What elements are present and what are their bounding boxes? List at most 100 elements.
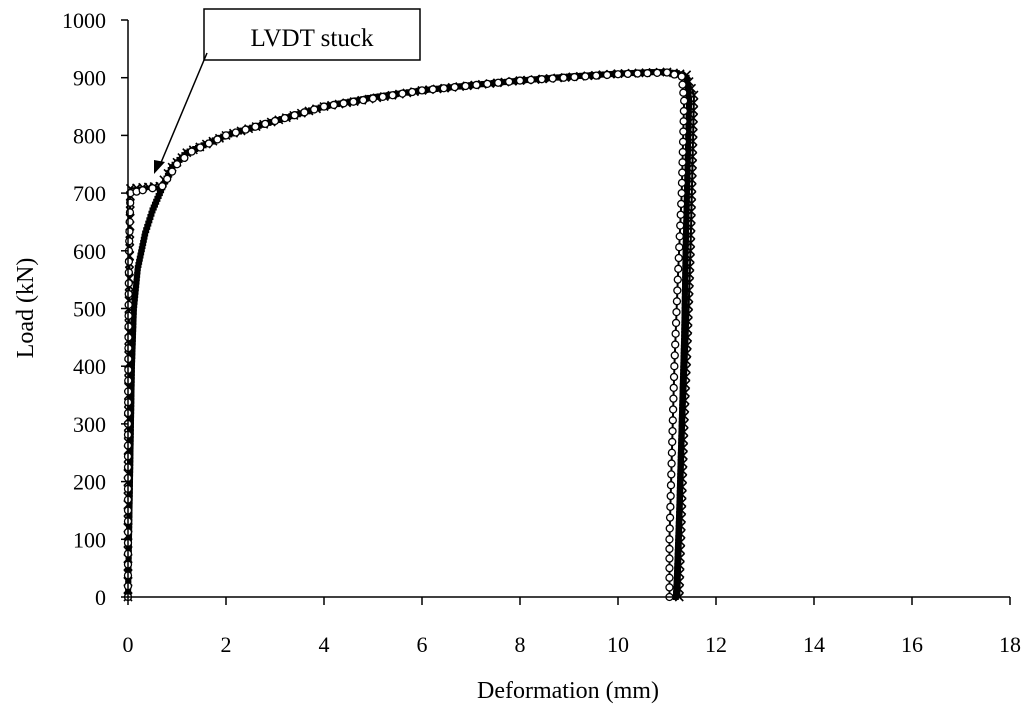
data-point	[678, 158, 687, 167]
data-point	[683, 220, 690, 227]
data-point	[665, 513, 675, 522]
data-point	[683, 209, 690, 216]
data-point	[676, 521, 686, 531]
data-point	[665, 573, 674, 582]
x-axis-title: Deformation (mm)	[477, 678, 659, 704]
data-point	[681, 334, 688, 341]
data-point	[673, 275, 682, 284]
data-point	[674, 264, 683, 273]
data-point	[680, 387, 690, 397]
data-point	[667, 470, 676, 479]
data-point	[676, 514, 683, 521]
data-point	[526, 75, 536, 85]
data-point	[679, 396, 686, 403]
data-point	[147, 214, 154, 221]
series-line	[127, 71, 686, 597]
data-point	[472, 80, 481, 90]
data-point	[668, 405, 678, 414]
data-point	[681, 292, 688, 299]
data-point	[674, 253, 683, 263]
annotation-layer: LVDT stuck	[154, 8, 421, 174]
data-point	[685, 134, 692, 141]
data-point	[130, 322, 137, 329]
data-point	[682, 251, 689, 258]
x-tick-label: 16	[901, 632, 923, 657]
data-point	[684, 157, 691, 164]
data-point	[683, 324, 693, 335]
data-point	[450, 82, 459, 92]
data-point	[581, 72, 590, 81]
y-tick-label: 600	[73, 239, 106, 264]
data-point	[681, 327, 688, 334]
data-point	[676, 513, 687, 523]
data-point	[679, 411, 690, 421]
annotation-text: LVDT stuck	[251, 25, 374, 52]
data-point	[138, 246, 145, 253]
data-point	[682, 275, 689, 282]
data-point	[681, 320, 688, 327]
data-point	[142, 230, 149, 237]
data-point	[131, 298, 138, 305]
data-point	[679, 117, 688, 126]
data-point	[687, 191, 697, 201]
data-point	[138, 186, 147, 195]
data-point	[686, 230, 696, 240]
data-point	[680, 395, 690, 405]
data-point	[689, 105, 699, 115]
x-tick-label: 12	[705, 632, 727, 657]
data-point	[684, 175, 691, 182]
x-tick-label: 6	[417, 632, 428, 657]
data-point	[685, 111, 692, 118]
data-point	[124, 268, 134, 277]
data-point	[667, 448, 677, 457]
data-point	[368, 94, 378, 103]
data-point	[685, 121, 692, 128]
axes-layer	[127, 20, 1010, 598]
data-point	[682, 240, 689, 247]
data-point	[417, 86, 427, 95]
data-point	[682, 254, 689, 261]
data-point	[678, 466, 688, 476]
series-cross	[123, 67, 699, 602]
annotation-arrow-head	[154, 160, 165, 174]
data-point	[570, 72, 579, 82]
data-point	[676, 545, 686, 555]
data-point	[684, 182, 691, 189]
data-point	[133, 281, 140, 288]
data-point	[680, 351, 687, 358]
data-point	[251, 122, 260, 131]
data-point	[675, 560, 685, 571]
data-point	[623, 69, 632, 79]
data-point	[677, 178, 687, 187]
data-point	[682, 282, 689, 289]
data-point	[129, 342, 136, 349]
data-point	[633, 69, 642, 78]
data-point	[672, 297, 682, 306]
data-point	[685, 104, 692, 111]
data-point	[130, 308, 137, 315]
data-point	[684, 185, 691, 192]
data-point	[685, 114, 692, 121]
data-point	[682, 340, 692, 350]
data-point	[687, 199, 697, 209]
data-point	[359, 95, 368, 105]
data-point	[388, 91, 397, 100]
y-tick-label: 400	[73, 354, 106, 379]
data-point	[349, 97, 358, 106]
data-point	[180, 153, 189, 163]
x-tick-label: 14	[803, 632, 825, 657]
data-point	[132, 292, 139, 299]
data-point	[689, 90, 699, 100]
data-point	[688, 136, 698, 146]
data-point	[666, 502, 675, 511]
data-point	[674, 562, 681, 569]
data-point	[681, 303, 688, 310]
data-point	[143, 227, 150, 234]
data-point	[671, 340, 680, 349]
data-point	[221, 131, 231, 140]
data-point	[129, 353, 136, 360]
data-point	[685, 127, 692, 134]
data-point	[685, 124, 692, 131]
data-point	[602, 70, 612, 80]
data-point	[678, 137, 688, 146]
